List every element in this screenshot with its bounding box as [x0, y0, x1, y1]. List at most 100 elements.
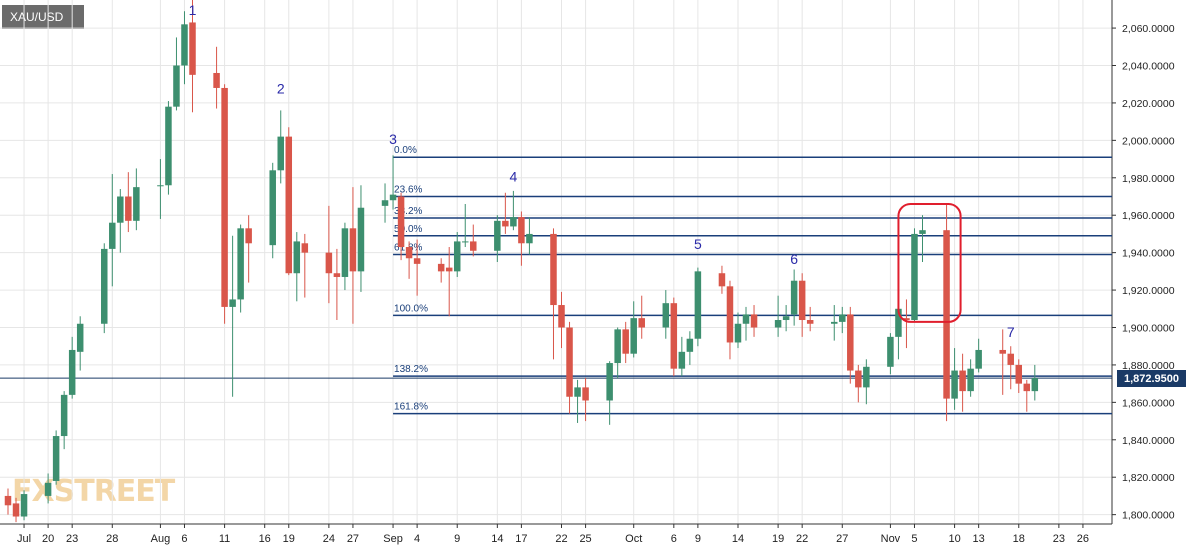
candle-body — [349, 228, 357, 272]
wave-label: 6 — [790, 251, 798, 267]
x-tick-label: Aug — [151, 533, 171, 545]
candle-body — [157, 185, 164, 187]
candle-body — [381, 200, 389, 206]
candle-body — [919, 230, 926, 234]
wave-label: 3 — [389, 131, 397, 147]
y-tick-label: 1,860.0000 — [1122, 397, 1175, 409]
x-tick-label: 22 — [796, 533, 808, 545]
candle-body — [526, 233, 533, 244]
x-tick-label: 10 — [948, 533, 960, 545]
candle-body — [20, 494, 28, 517]
x-tick-label: 14 — [491, 533, 503, 545]
x-tick-label: 25 — [579, 533, 591, 545]
candle-body — [718, 273, 726, 287]
x-tick-label: 14 — [732, 533, 744, 545]
candle-body — [405, 247, 413, 259]
x-tick-label: 22 — [555, 533, 567, 545]
x-tick-label: 23 — [66, 533, 78, 545]
candle-body — [798, 280, 806, 321]
highlight-box — [897, 202, 962, 323]
candle-body — [839, 314, 846, 322]
candle-body — [221, 87, 228, 307]
x-tick-label: 19 — [283, 533, 295, 545]
x-tick-label: 6 — [671, 533, 677, 545]
y-tick-label: 2,040.0000 — [1122, 61, 1175, 73]
candle-body — [461, 241, 469, 243]
candle-body — [502, 220, 509, 227]
x-tick-label: 19 — [772, 533, 784, 545]
x-tick-label: 16 — [259, 533, 271, 545]
candle-body — [1031, 378, 1039, 392]
candle-body — [670, 303, 678, 369]
candle-body — [630, 318, 637, 354]
candle-body — [173, 65, 180, 107]
y-tick-label: 1,880.0000 — [1122, 360, 1175, 372]
wave-label: 5 — [694, 236, 702, 252]
y-tick-label: 1,980.0000 — [1122, 173, 1175, 185]
x-tick-label: Jul — [17, 533, 31, 545]
candle-body — [494, 220, 501, 251]
candle-body — [52, 436, 60, 481]
candle-body — [1007, 353, 1014, 365]
candle-body — [895, 308, 902, 337]
candle-body — [951, 370, 958, 399]
y-tick-label: 1,900.0000 — [1122, 323, 1175, 335]
candle-body — [453, 241, 461, 272]
candle-body — [582, 387, 589, 401]
candle-body — [117, 196, 124, 223]
fib-level-label: 138.2% — [394, 364, 428, 375]
wave-label: 1 — [189, 2, 197, 18]
x-tick-label: 24 — [323, 533, 335, 545]
candle-body — [133, 187, 140, 221]
candle-body — [68, 349, 76, 395]
y-tick-label: 1,800.0000 — [1122, 510, 1175, 522]
x-tick-label: 23 — [1053, 533, 1065, 545]
fib-level-label: 0.0% — [394, 145, 417, 156]
candle-body — [101, 248, 108, 324]
candle-body — [277, 136, 284, 171]
x-tick-label: 17 — [515, 533, 527, 545]
candle-body — [293, 241, 301, 274]
candle-body — [887, 336, 894, 367]
x-tick-label: 9 — [454, 533, 460, 545]
candle-body — [1023, 383, 1031, 392]
candle-body — [806, 320, 814, 324]
candle-body — [470, 241, 477, 251]
y-tick-label: 2,060.0000 — [1122, 23, 1175, 35]
y-tick-label: 1,920.0000 — [1122, 285, 1175, 297]
candle-body — [397, 196, 405, 248]
candle-body — [341, 228, 349, 277]
x-tick-label: 5 — [911, 533, 917, 545]
candle-body — [790, 280, 798, 315]
candle-body — [606, 363, 613, 401]
x-tick-label: 4 — [414, 533, 420, 545]
candle-body — [1015, 364, 1023, 384]
candle-body — [325, 252, 333, 274]
x-tick-label: 13 — [973, 533, 985, 545]
candle-body — [413, 258, 421, 264]
candle-body — [76, 323, 84, 352]
candle-body — [437, 263, 445, 272]
candle-body — [389, 194, 397, 201]
candle-body — [213, 72, 220, 88]
candle-body — [975, 349, 982, 369]
candle-body — [911, 233, 918, 321]
candle-body — [622, 329, 629, 354]
candle-body — [750, 314, 758, 328]
y-tick-label: 1,940.0000 — [1122, 248, 1175, 260]
candle-body — [959, 370, 966, 392]
fxstreet-watermark-logo: FXSTREET — [12, 474, 175, 509]
x-tick-label: 28 — [106, 533, 118, 545]
candle-body — [614, 329, 621, 364]
candle-body — [357, 207, 365, 272]
candle-body — [678, 351, 686, 369]
candle-body — [229, 299, 236, 307]
x-tick-label: 26 — [1077, 533, 1089, 545]
candle-body — [181, 24, 188, 66]
x-tick-label: 6 — [181, 533, 187, 545]
candle-body — [943, 230, 950, 399]
x-tick-label: 18 — [1013, 533, 1025, 545]
fib-level-label: 50.0% — [394, 224, 422, 235]
x-tick-label: Oct — [625, 533, 642, 545]
